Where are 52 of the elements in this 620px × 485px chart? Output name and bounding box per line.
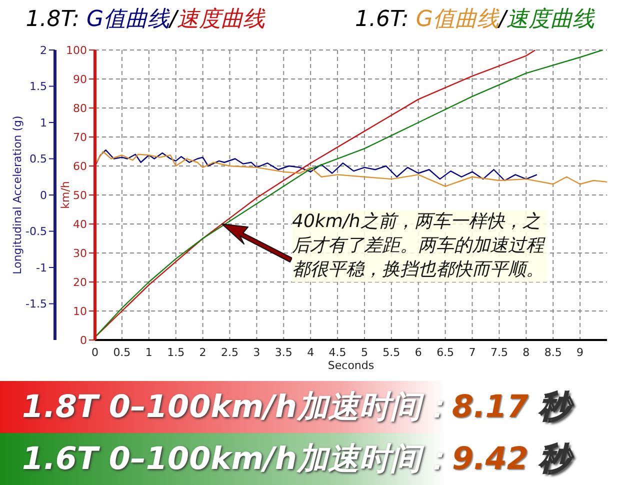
x-tick-label: 6 — [414, 346, 422, 359]
y-tick-label: 60 — [73, 160, 87, 173]
y-tick-label: 20 — [73, 276, 87, 289]
line-series — [95, 150, 607, 187]
y-tick-label: 70 — [73, 130, 87, 144]
y-tick-label: 10 — [73, 304, 87, 318]
text: / — [170, 7, 177, 32]
y2-tick-label: 1 — [40, 116, 47, 130]
x-tick-label: 6.5 — [436, 346, 454, 359]
y2-axis-title: Longitudinal Acceleration (g) — [10, 116, 24, 274]
y2-tick-label: 2 — [40, 44, 47, 57]
y2-tick-label: 1.5 — [30, 80, 47, 94]
x-tick-label: 3 — [253, 346, 260, 359]
x-tick-label: 2.5 — [220, 346, 238, 359]
x-tick-label: 8 — [522, 346, 530, 359]
text: G值曲线 — [86, 7, 170, 32]
y2-tick-label: 0.5 — [30, 152, 47, 166]
text: 1.6T: — [355, 7, 410, 32]
x-tick-label: 4 — [307, 346, 314, 359]
x-tick-label: 5.5 — [382, 346, 400, 359]
y2-tick-label: -1.5 — [26, 298, 47, 311]
annotation: 40km/h之前，两车一样快，之后才有了差距。两车的加速过程都很平稳，换挡也都快而平顺。 — [292, 210, 547, 282]
y2-tick-label: 0 — [40, 188, 47, 202]
x-tick-label: 7.5 — [490, 346, 508, 359]
x-tick-label: 3.5 — [274, 346, 292, 359]
y-axis-title: km/h — [58, 181, 72, 209]
y-tick-label: 50 — [73, 188, 87, 202]
x-tick-label: 7 — [468, 346, 476, 359]
x-tick-label: 5 — [360, 346, 368, 359]
y-tick-label: 100 — [66, 44, 87, 57]
text: 速度曲线 — [177, 7, 265, 32]
x-tick-label: 2 — [199, 346, 206, 359]
x-tick-label: 4.5 — [328, 346, 346, 359]
y-tick-label: 40 — [73, 218, 87, 231]
x-tick-label: 1.5 — [167, 346, 185, 359]
x-tick-label: 0 — [92, 346, 98, 359]
text: / — [498, 7, 506, 32]
y-tick-label: 30 — [73, 246, 87, 260]
y-tick-label: 0 — [80, 334, 87, 347]
y2-tick-label: -1 — [36, 261, 47, 274]
x-axis-title: Seconds — [328, 359, 374, 372]
y-tick-label: 90 — [73, 72, 87, 86]
series-label: 速度曲线 — [506, 7, 594, 32]
y2-tick-label: -0.5 — [26, 225, 47, 238]
line-series — [95, 149, 538, 182]
x-tick-label: 1 — [145, 346, 152, 359]
x-tick-label: 0.5 — [113, 346, 131, 359]
x-tick-label: 9 — [576, 346, 584, 359]
text: G值曲线 — [416, 7, 499, 32]
text: 1.8T: — [26, 7, 81, 32]
x-tick-label: 8.5 — [544, 346, 562, 359]
y-tick-label: 80 — [73, 102, 87, 115]
